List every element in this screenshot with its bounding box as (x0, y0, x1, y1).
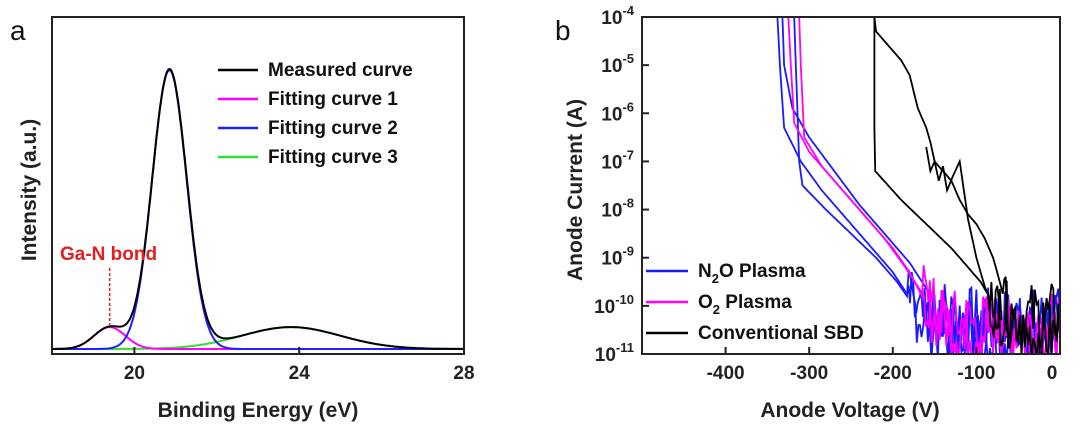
panel-b-y-tick-label: 10-11 (595, 340, 634, 366)
panel-b-y-tick-label: 10-10 (594, 292, 634, 318)
panel-b-series-conventional-sbd-curve-1 (873, 17, 1060, 354)
panel-b-x-tick-label: -100 (957, 363, 995, 384)
panel-b-y-tick-label: 10-5 (601, 51, 634, 77)
panel-a-series-fitting-curve-2 (52, 69, 464, 350)
panel-a-series-fitting-curve-3 (52, 326, 465, 350)
panel-a: a Intensity (a.u.) Binding Energy (eV) G… (10, 15, 475, 422)
panel-b-x-tick-label: -200 (874, 363, 912, 384)
panel-b-ticks: -400 -300 -200 -100 0 10-4 10-5 10-6 10-7 10-8 10-… (594, 3, 1061, 384)
panel-a-series-fitting-curve-1 (52, 326, 464, 350)
panel-a-x-axis-label: Binding Energy (eV) (158, 399, 359, 422)
panel-a-x-tick-label: 24 (289, 363, 311, 384)
panel-b-series-conventional-sbd-curve-2 (873, 17, 1060, 349)
panel-b-y-tick-label: 10-8 (601, 196, 634, 222)
panel-b-series-o2-plasma-curve-2 (798, 17, 1060, 354)
panel-b-x-tick-label: -300 (790, 363, 828, 384)
panel-a-legend-label: Fitting curve 3 (268, 147, 398, 168)
panel-b-x-tick-label: 0 (1047, 363, 1058, 384)
panel-a-frame (51, 16, 465, 355)
panel-b-y-axis-label: Anode Current (A) (564, 99, 587, 281)
panel-a-annotation-ga-n-bond: Ga-N bond (60, 244, 157, 265)
panel-b-series-conventional-sbd-curve-3 (925, 146, 1003, 331)
panel-b-plot-area (776, 17, 1060, 354)
panel-a-x-tick-label: 20 (124, 363, 145, 384)
panel-b-series-n2o-plasma-curve-3 (776, 17, 1060, 354)
panel-b-legend: N2O Plasma O2 Plasma Conventional SBD (646, 261, 864, 344)
panel-b-y-tick-label: 10-4 (601, 3, 634, 29)
panel-b-frame (641, 16, 1061, 355)
panel-a-label: a (10, 15, 26, 46)
panel-a-y-axis-label: Intensity (a.u.) (18, 119, 41, 261)
panel-b-x-tick-label: -400 (707, 363, 745, 384)
panel-a-legend-label: Fitting curve 2 (268, 118, 398, 139)
panel-b: b Anode Current (A) Anode Voltage (V) -4… (555, 3, 1061, 422)
panel-a-ticks: 20 24 28 (124, 347, 475, 384)
panel-b-y-tick-label: 10-6 (601, 99, 634, 125)
panel-a-x-tick-label: 28 (453, 363, 474, 384)
panel-b-legend-label: O2 Plasma (698, 292, 792, 317)
panel-a-legend-label: Measured curve (268, 60, 413, 81)
panel-b-y-tick-label: 10-7 (601, 147, 634, 173)
panel-b-legend-label: N2O Plasma (698, 261, 806, 286)
panel-a-series-measured-curve (52, 68, 465, 350)
panel-a-legend: Measured curve Fitting curve 1 Fitting cur… (218, 60, 413, 168)
panel-b-y-tick-label: 10-9 (601, 244, 634, 270)
panel-a-legend-label: Fitting curve 1 (268, 89, 398, 110)
panel-a-plot-area: Ga-N bond (52, 68, 465, 350)
panel-b-x-axis-label: Anode Voltage (V) (760, 399, 939, 422)
panel-b-legend-label: Conventional SBD (698, 323, 864, 344)
panel-b-label: b (555, 15, 571, 46)
